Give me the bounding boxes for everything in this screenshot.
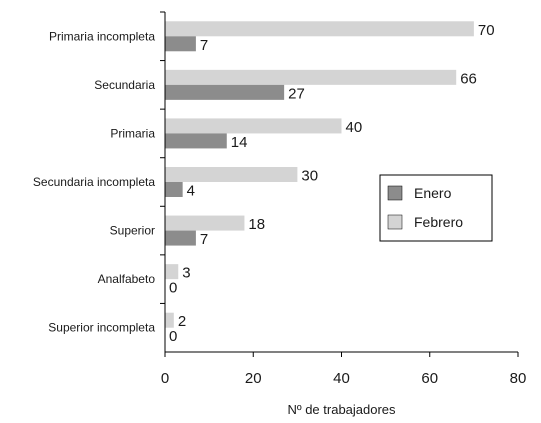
bar-febrero-secundaria-incompleta	[165, 167, 298, 182]
category-label-secundaria-incompleta: Secundaria incompleta	[33, 175, 155, 189]
x-tick-label-60: 60	[421, 370, 438, 387]
category-label-analfabeto: Analfabeto	[98, 272, 156, 286]
bar-febrero-analfabeto	[165, 264, 179, 280]
category-label-superior: Superior	[110, 224, 155, 238]
category-label-superior-incompleta: Superior incompleta	[48, 321, 155, 335]
data-label-febrero-primaria: 40	[346, 119, 363, 136]
category-label-primaria: Primaria	[110, 126, 155, 140]
data-label-febrero-superior-incompleta: 2	[178, 313, 186, 330]
data-label-febrero-secundaria-incompleta: 30	[301, 168, 318, 185]
bar-enero-secundaria-incompleta	[165, 182, 183, 197]
category-label-secundaria: Secundaria	[94, 78, 155, 92]
bar-febrero-superior-incompleta	[165, 312, 174, 328]
bar-enero-primaria-incompleta	[165, 36, 196, 52]
data-label-enero-analfabeto: 0	[169, 280, 177, 297]
legend-label-febrero: Febrero	[414, 214, 463, 230]
data-label-febrero-primaria-incompleta: 70	[478, 22, 495, 39]
data-label-enero-superior: 7	[200, 231, 208, 248]
category-label-primaria-incompleta: Primaria incompleta	[49, 29, 155, 43]
bar-enero-superior	[165, 230, 196, 246]
data-label-febrero-analfabeto: 3	[182, 265, 190, 282]
x-tick-label-20: 20	[245, 370, 262, 387]
data-label-enero-primaria: 14	[231, 134, 248, 151]
legend-swatch-febrero	[387, 214, 403, 230]
bar-enero-primaria	[165, 133, 227, 149]
bar-febrero-primaria-incompleta	[165, 21, 474, 37]
x-tick-label-40: 40	[333, 370, 350, 387]
data-label-enero-secundaria: 27	[288, 85, 305, 102]
bar-febrero-primaria	[165, 118, 342, 134]
legend-label-enero: Enero	[414, 185, 452, 201]
bars-group	[165, 21, 474, 328]
data-label-enero-superior-incompleta: 0	[169, 328, 177, 345]
legend-swatch-enero	[387, 185, 403, 201]
x-tick-label-80: 80	[510, 370, 527, 387]
x-axis-title: Nº de trabajadores	[287, 402, 396, 417]
category-labels-group: Primaria incompleta Secundaria Primaria Sec…	[33, 11, 165, 335]
legend: Enero Febrero	[379, 174, 493, 242]
x-tick-label-0: 0	[161, 370, 169, 387]
x-ticks-group: 0 20 40 60 80	[161, 352, 527, 387]
data-label-febrero-superior: 18	[248, 216, 265, 233]
data-label-enero-primaria-incompleta: 7	[200, 37, 208, 54]
data-label-enero-secundaria-incompleta: 4	[187, 183, 195, 200]
bar-febrero-superior	[165, 215, 245, 231]
bar-enero-secundaria	[165, 84, 285, 100]
bar-febrero-secundaria	[165, 69, 457, 85]
data-label-febrero-secundaria: 66	[460, 70, 477, 87]
